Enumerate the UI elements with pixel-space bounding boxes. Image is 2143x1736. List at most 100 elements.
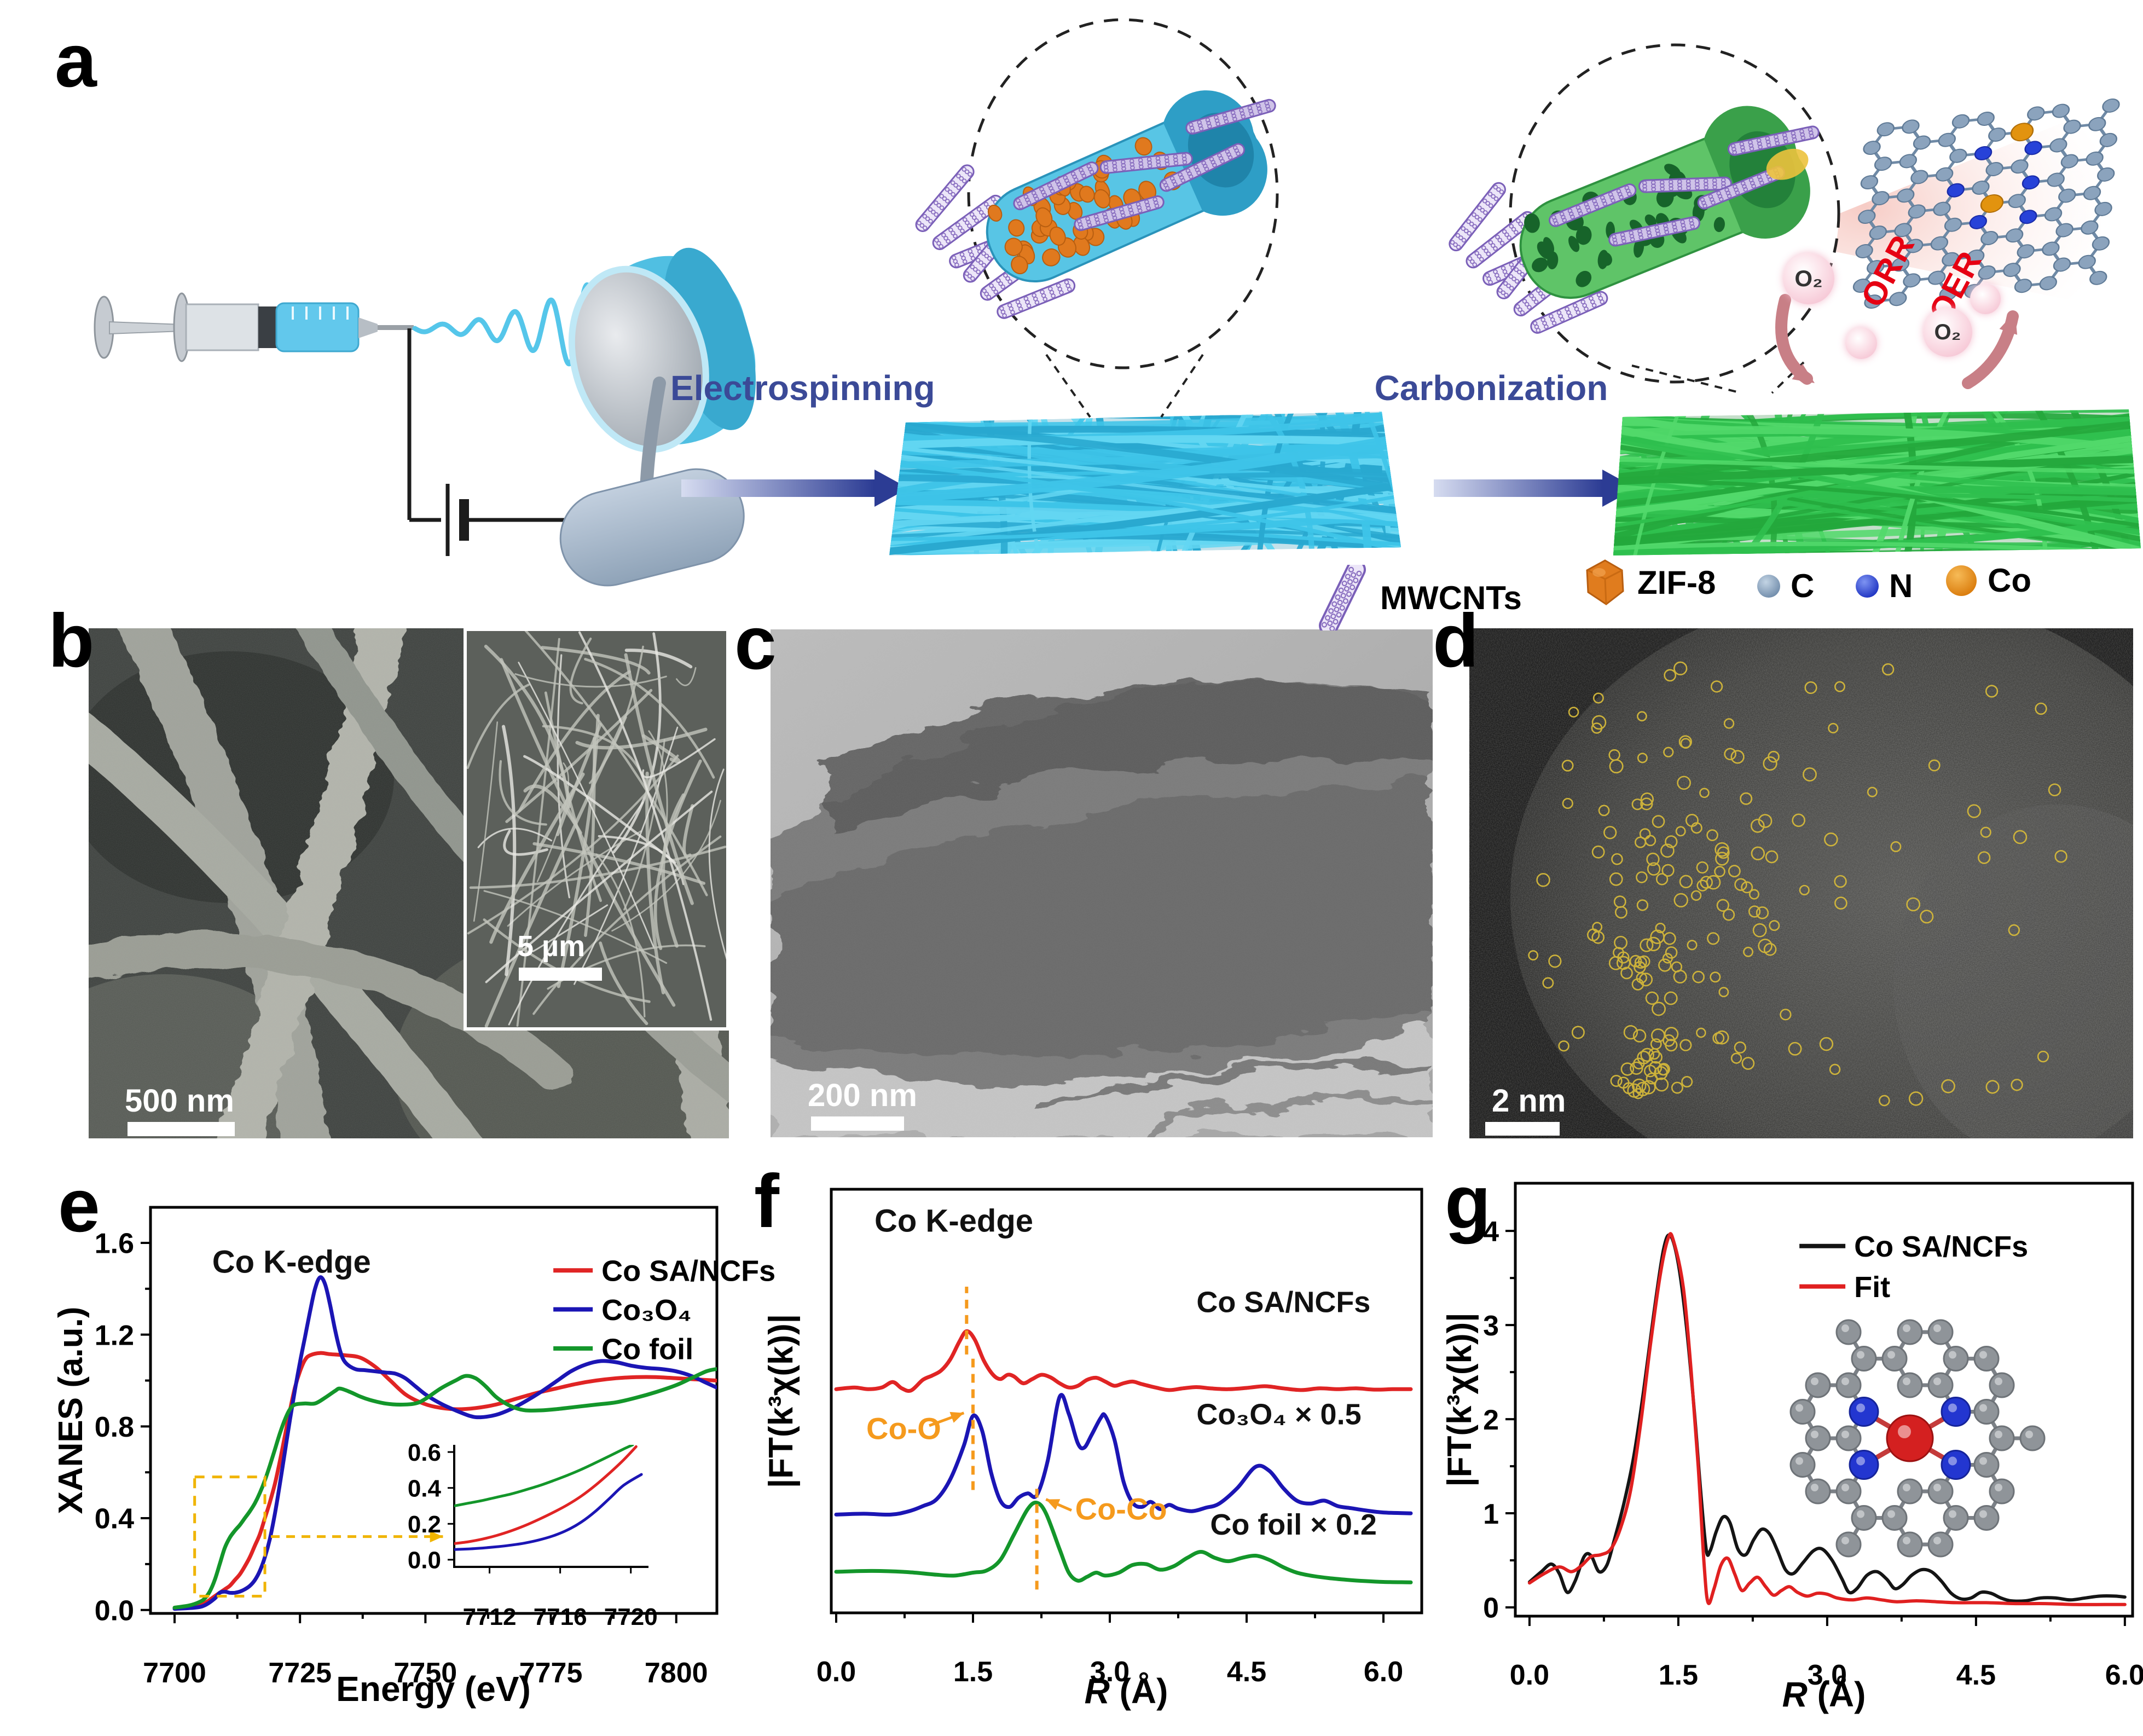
svg-text:1.5: 1.5 <box>953 1656 993 1688</box>
y-axis-title: XANES (a.u.) <box>52 1307 90 1514</box>
o2-text: O₂ <box>1934 320 1961 344</box>
legend-entry: Co SA/NCFs <box>1854 1230 2028 1263</box>
mwcnt-rod <box>1159 143 1246 192</box>
annotation-text: Co-Co <box>1075 1492 1167 1526</box>
series-co-sa-ncfs <box>172 1351 717 1610</box>
svg-text:2: 2 <box>1483 1404 1499 1436</box>
svg-text:7775: 7775 <box>519 1657 583 1689</box>
mwcnt-rod <box>1548 183 1637 227</box>
x-axis-title: R (Å) <box>1085 1671 1168 1711</box>
svg-text:6.0: 6.0 <box>2105 1659 2143 1691</box>
annotation-text: Co-O <box>866 1411 941 1446</box>
co-center-atom <box>1886 1414 1934 1462</box>
svg-text:0.4: 0.4 <box>408 1475 442 1502</box>
mwcnt-rod <box>1530 291 1608 334</box>
series-co-sa-ncfs <box>834 1329 1413 1393</box>
o2-text: O₂ <box>1794 265 1823 291</box>
mwcnt-rod <box>1638 176 1732 193</box>
scalebar-text-200nm: 200 nm <box>808 1078 917 1113</box>
annotation-text: Co SA/NCFs <box>1196 1286 1370 1318</box>
panel-label-b: b <box>48 599 95 683</box>
scalebar-2nm <box>1485 1122 1560 1136</box>
x-axis-title: R (Å) <box>1782 1675 1866 1714</box>
svg-text:0.2: 0.2 <box>408 1511 441 1538</box>
svg-text:7725: 7725 <box>268 1657 332 1689</box>
panel-label-a: a <box>55 19 97 103</box>
legend-entry: Co₃O₄ <box>601 1294 692 1327</box>
nanofiber-mat-carbonized <box>1613 409 2141 555</box>
svg-text:1.6: 1.6 <box>95 1228 134 1260</box>
o2-bubble: O₂ <box>1783 253 1834 304</box>
legend-entry: Co SA/NCFs <box>601 1255 775 1288</box>
legend-item-mwcnts: MWCNTs <box>1312 565 1522 630</box>
o2-bubble-small <box>1845 327 1877 359</box>
legend-label-co: Co <box>1988 562 2031 599</box>
legend-label-c: C <box>1791 568 1815 604</box>
series-fit <box>1527 1232 2127 1606</box>
scalebar-text-5um: 5 µm <box>517 930 586 963</box>
series-co-sa-ncfs <box>454 1445 638 1545</box>
svg-text:7716: 7716 <box>534 1604 587 1630</box>
legend-item-zif8: ZIF-8 <box>1582 557 1716 607</box>
annotation-text: Co K-edge <box>874 1203 1033 1239</box>
high-voltage-circuit <box>407 328 581 556</box>
svg-text:0.8: 0.8 <box>95 1411 134 1443</box>
co-n4-molecular-model <box>1789 1319 2046 1558</box>
series-co-foil <box>172 1367 717 1610</box>
panel-label-g: g <box>1445 1160 1491 1245</box>
mwcnt-rod <box>1074 195 1165 232</box>
syringe <box>94 292 414 362</box>
scalebar-500nm <box>128 1122 235 1136</box>
carbonization-label: Carbonization <box>1374 368 1608 408</box>
svg-text:4.5: 4.5 <box>1956 1659 1996 1691</box>
legend-label-n: N <box>1889 568 1913 604</box>
svg-text:3.0: 3.0 <box>1808 1659 1847 1691</box>
svg-text:4: 4 <box>1483 1216 1499 1248</box>
mwcnt-rod <box>1449 182 1506 252</box>
annotation-text: Co foil × 0.2 <box>1210 1508 1377 1541</box>
y-axis-title: |FT(k³χ(k))| <box>1441 1312 1479 1486</box>
o2-bubble: O₂ <box>1923 308 1972 357</box>
svg-text:7750: 7750 <box>394 1657 457 1689</box>
mwcnt-rod <box>997 278 1076 319</box>
svg-text:3: 3 <box>1483 1310 1499 1342</box>
svg-text:7720: 7720 <box>604 1604 658 1630</box>
mwcnt-rod <box>932 194 1003 250</box>
series-co-o- <box>172 1275 717 1611</box>
mwcnt-rod <box>1727 125 1820 156</box>
svg-text:7700: 7700 <box>143 1657 206 1689</box>
svg-text:1.5: 1.5 <box>1659 1659 1698 1691</box>
svg-text:6.0: 6.0 <box>1364 1656 1403 1688</box>
series-co-sa-ncfs <box>1527 1233 2127 1603</box>
svg-text:4.5: 4.5 <box>1227 1656 1266 1688</box>
carbonized-fiber-closeup <box>1449 106 1820 334</box>
annotation-box <box>193 1475 267 1598</box>
svg-text:1: 1 <box>1483 1498 1499 1530</box>
nanofiber-mat-precursor <box>889 412 1401 555</box>
legend-entry: Co foil <box>601 1333 693 1365</box>
svg-text:3.0: 3.0 <box>1090 1656 1130 1688</box>
legend-item-c: C <box>1756 567 1814 605</box>
svg-text:0.0: 0.0 <box>95 1595 134 1627</box>
process-arrow <box>681 470 908 507</box>
series-co-o-0-5 <box>834 1393 1413 1517</box>
legend-entry: Fit <box>1854 1271 1890 1304</box>
svg-text:0.0: 0.0 <box>816 1656 856 1688</box>
co-n-c-graphene-sheet <box>1852 98 2120 309</box>
annotation-text: Co K-edge <box>212 1244 371 1280</box>
single-atom-markers <box>1528 661 2067 1107</box>
panel-label-e: e <box>58 1164 100 1248</box>
legend-label-zif8: ZIF-8 <box>1637 564 1716 601</box>
legend-item-co: Co <box>1944 562 2031 599</box>
mwcnt-rod <box>1099 152 1193 174</box>
mwcnt-icon <box>1319 565 1366 630</box>
series-co-foil-0-2 <box>834 1501 1413 1584</box>
